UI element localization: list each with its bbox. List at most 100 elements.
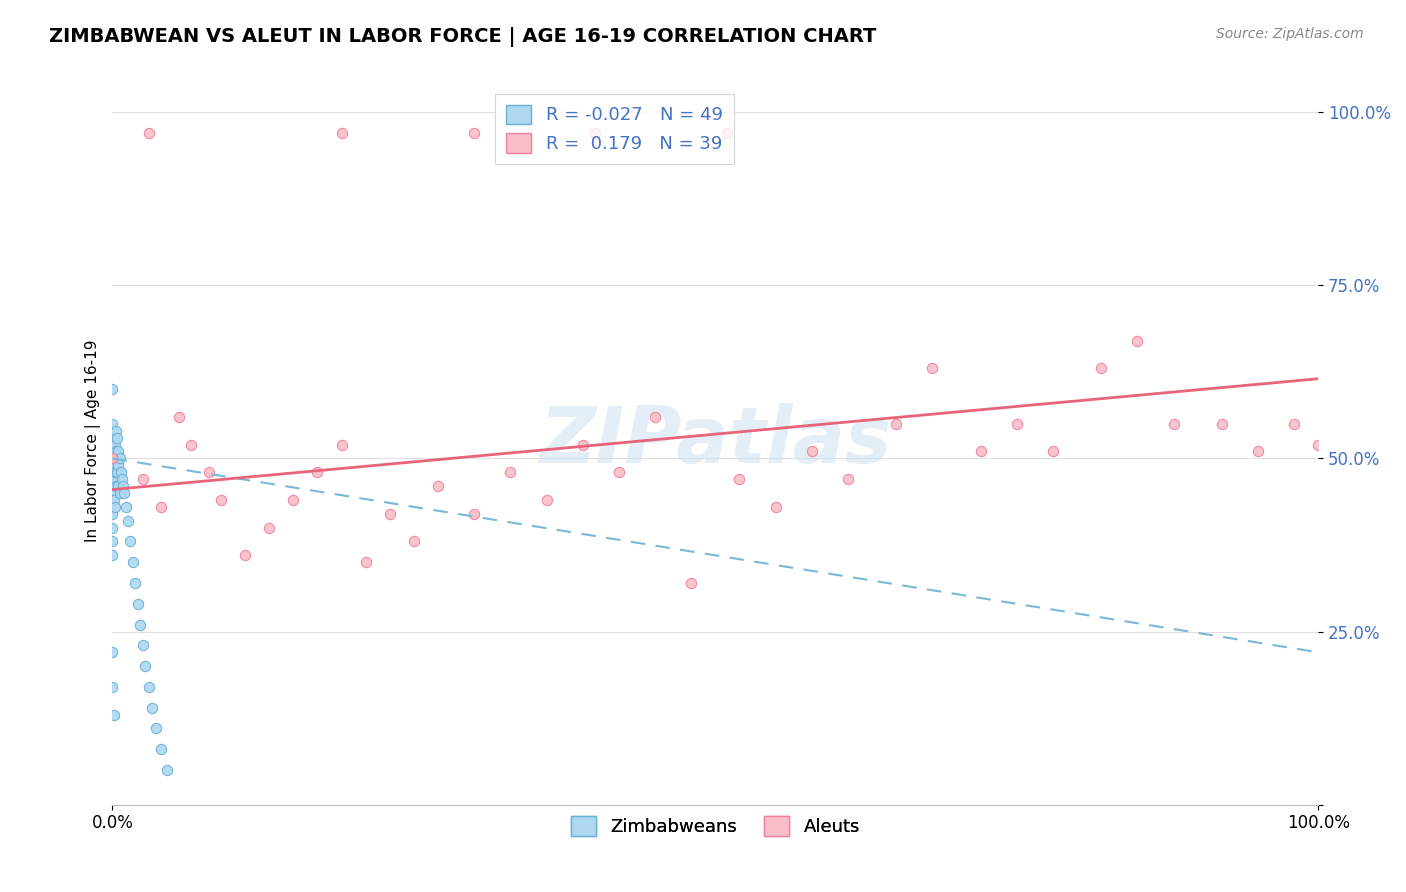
Point (921, 361, 943, 376)
Point (180, 437, 202, 451)
Point (1005, 417, 1028, 431)
Point (101, 507, 124, 521)
Point (1163, 417, 1185, 431)
Point (104, 437, 127, 451)
Point (129, 617, 152, 632)
Point (536, 492, 558, 507)
Point (107, 458, 129, 473)
Point (107, 479, 129, 493)
Text: ZIPatlas: ZIPatlas (540, 403, 891, 479)
Point (105, 465, 128, 479)
Point (114, 486, 136, 500)
Point (103, 444, 125, 458)
Point (141, 700, 163, 714)
Point (257, 521, 280, 535)
Point (101, 472, 124, 486)
Point (127, 597, 149, 611)
Point (103, 492, 125, 507)
Point (145, 722, 167, 736)
Point (149, 500, 172, 514)
Point (103, 458, 125, 473)
Point (105, 424, 128, 438)
Point (1282, 417, 1305, 431)
Point (283, 492, 305, 507)
Point (1090, 361, 1112, 376)
Point (117, 514, 139, 528)
Point (104, 500, 127, 514)
Point (101, 451, 124, 466)
Point (134, 659, 156, 673)
Point (1308, 437, 1330, 451)
Point (330, 126, 353, 140)
Point (103, 472, 125, 486)
Point (167, 409, 190, 424)
Point (583, 126, 606, 140)
Point (307, 465, 329, 479)
Point (330, 437, 353, 451)
Point (138, 126, 160, 140)
Point (571, 437, 593, 451)
Point (110, 465, 132, 479)
Point (101, 645, 124, 659)
Point (131, 472, 153, 486)
Point (131, 639, 153, 653)
Point (108, 486, 131, 500)
Point (101, 492, 124, 507)
Point (837, 472, 859, 486)
Point (728, 472, 751, 486)
Point (765, 500, 787, 514)
Point (112, 479, 135, 493)
Point (1126, 334, 1149, 348)
Point (104, 465, 127, 479)
Legend: Zimbabweans, Aleuts: Zimbabweans, Aleuts (560, 805, 870, 847)
Point (124, 576, 146, 591)
Point (108, 451, 131, 466)
Point (499, 465, 522, 479)
Point (111, 472, 134, 486)
Point (105, 479, 128, 493)
Point (354, 555, 377, 569)
Point (1247, 444, 1270, 458)
Point (681, 576, 703, 591)
Point (716, 126, 738, 140)
Point (969, 444, 991, 458)
Point (103, 707, 125, 722)
Point (402, 534, 425, 549)
Point (138, 680, 160, 694)
Point (884, 417, 907, 431)
Point (107, 444, 129, 458)
Point (114, 500, 136, 514)
Point (101, 465, 124, 479)
Point (104, 451, 127, 466)
Y-axis label: In Labor Force | Age 16-19: In Labor Force | Age 16-19 (86, 340, 101, 542)
Point (378, 507, 401, 521)
Point (233, 549, 256, 563)
Text: ZIMBABWEAN VS ALEUT IN LABOR FORCE | AGE 16-19 CORRELATION CHART: ZIMBABWEAN VS ALEUT IN LABOR FORCE | AGE… (49, 27, 876, 46)
Point (644, 409, 666, 424)
Point (463, 126, 485, 140)
Text: Source: ZipAtlas.com: Source: ZipAtlas.com (1216, 27, 1364, 41)
Point (122, 555, 145, 569)
Point (1042, 444, 1064, 458)
Point (427, 479, 450, 493)
Point (101, 437, 124, 451)
Point (105, 444, 128, 458)
Point (101, 451, 124, 466)
Point (800, 444, 823, 458)
Point (607, 465, 630, 479)
Point (101, 417, 124, 431)
Point (101, 521, 124, 535)
Point (198, 465, 221, 479)
Point (1211, 417, 1233, 431)
Point (101, 680, 124, 694)
Point (120, 534, 142, 549)
Point (101, 549, 124, 563)
Point (149, 742, 172, 756)
Point (105, 431, 128, 445)
Point (103, 431, 125, 445)
Point (156, 763, 179, 777)
Point (209, 492, 232, 507)
Point (101, 534, 124, 549)
Point (101, 382, 124, 396)
Point (463, 507, 485, 521)
